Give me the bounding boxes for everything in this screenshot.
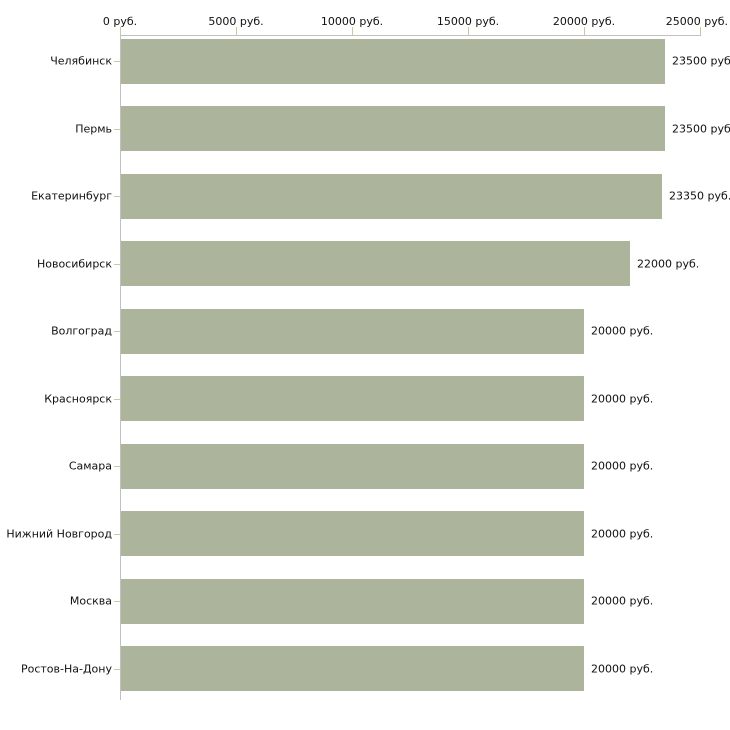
y-axis-tick-mark	[114, 601, 120, 602]
category-label: Ростов-На-Дону	[20, 662, 112, 676]
category-label: Самара	[68, 459, 112, 473]
category-label: Челябинск	[50, 54, 112, 68]
value-label: 23350 руб.	[669, 189, 730, 203]
category-label: Екатеринбург	[31, 189, 112, 203]
category-label: Нижний Новгород	[6, 527, 112, 541]
bar	[121, 174, 662, 219]
y-axis-line	[120, 35, 121, 700]
bar	[121, 444, 584, 489]
x-axis-tick-label: 20000 руб.	[552, 15, 616, 28]
value-label: 20000 руб.	[591, 594, 654, 608]
y-axis-tick-mark	[114, 196, 120, 197]
bar	[121, 376, 584, 421]
y-axis-tick-mark	[114, 534, 120, 535]
bar	[121, 241, 630, 286]
bar	[121, 106, 665, 151]
value-label: 23500 руб.	[672, 122, 730, 136]
x-axis-tick-mark	[236, 27, 237, 36]
x-axis-tick-label: 0 руб.	[102, 15, 138, 28]
x-axis-tick-label: 10000 руб.	[320, 15, 384, 28]
y-axis-tick-mark	[114, 331, 120, 332]
bar	[121, 39, 665, 84]
bar	[121, 309, 584, 354]
x-axis-tick-label: 15000 руб.	[436, 15, 500, 28]
y-axis-tick-mark	[114, 399, 120, 400]
x-axis-tick-mark	[120, 27, 121, 36]
value-label: 22000 руб.	[637, 257, 700, 271]
x-axis-tick-mark	[352, 27, 353, 36]
category-label: Пермь	[75, 122, 112, 136]
value-label: 20000 руб.	[591, 662, 654, 676]
value-label: 20000 руб.	[591, 392, 654, 406]
bar	[121, 579, 584, 624]
category-label: Волгоград	[51, 324, 112, 338]
value-label: 20000 руб.	[591, 527, 654, 541]
bar	[121, 511, 584, 556]
x-axis-tick-mark	[584, 27, 585, 36]
y-axis-tick-mark	[114, 61, 120, 62]
value-label: 23500 руб.	[672, 54, 730, 68]
x-axis-tick-mark	[700, 27, 701, 36]
category-label: Красноярск	[44, 392, 112, 406]
x-axis-tick-label: 5000 руб.	[208, 15, 264, 28]
x-axis-tick-label: 25000 руб.	[665, 15, 728, 28]
x-axis-line	[120, 35, 701, 36]
bar	[121, 646, 584, 691]
x-axis-tick-mark	[468, 27, 469, 36]
value-label: 20000 руб.	[591, 324, 654, 338]
category-label: Москва	[69, 594, 112, 608]
value-label: 20000 руб.	[591, 459, 654, 473]
y-axis-tick-mark	[114, 129, 120, 130]
y-axis-tick-mark	[114, 466, 120, 467]
category-label: Новосибирск	[36, 257, 112, 271]
y-axis-tick-mark	[114, 669, 120, 670]
y-axis-tick-mark	[114, 264, 120, 265]
